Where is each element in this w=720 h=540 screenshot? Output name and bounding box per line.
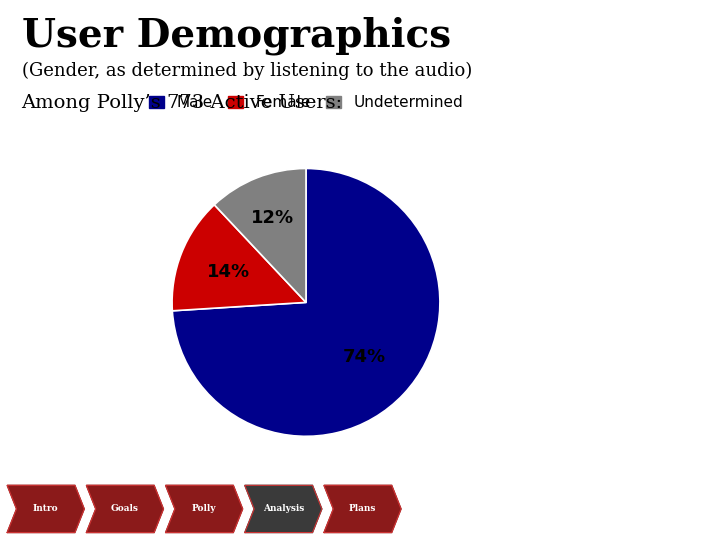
Wedge shape bbox=[172, 168, 440, 436]
Polygon shape bbox=[7, 485, 84, 532]
Polygon shape bbox=[245, 485, 322, 532]
Text: (Gender, as determined by listening to the audio): (Gender, as determined by listening to t… bbox=[22, 62, 472, 80]
Text: Carnegie Mellon University: Carnegie Mellon University bbox=[428, 500, 706, 518]
Polygon shape bbox=[86, 485, 163, 532]
Polygon shape bbox=[166, 485, 243, 532]
Text: 12%: 12% bbox=[251, 209, 294, 227]
Text: User Demographics: User Demographics bbox=[22, 16, 451, 55]
Text: 14%: 14% bbox=[207, 263, 251, 281]
Text: Goals: Goals bbox=[111, 504, 139, 514]
Text: Polly: Polly bbox=[192, 504, 217, 514]
Wedge shape bbox=[172, 205, 306, 311]
Text: Intro: Intro bbox=[33, 504, 58, 514]
Text: 74%: 74% bbox=[343, 348, 386, 367]
Polygon shape bbox=[324, 485, 401, 532]
Text: Plans: Plans bbox=[348, 504, 377, 514]
Wedge shape bbox=[215, 168, 306, 302]
Text: Analysis: Analysis bbox=[263, 504, 304, 514]
Legend: Male, Female, Undetermined: Male, Female, Undetermined bbox=[143, 89, 469, 116]
Text: Among Polly’s 773 Active Users:: Among Polly’s 773 Active Users: bbox=[22, 94, 343, 112]
